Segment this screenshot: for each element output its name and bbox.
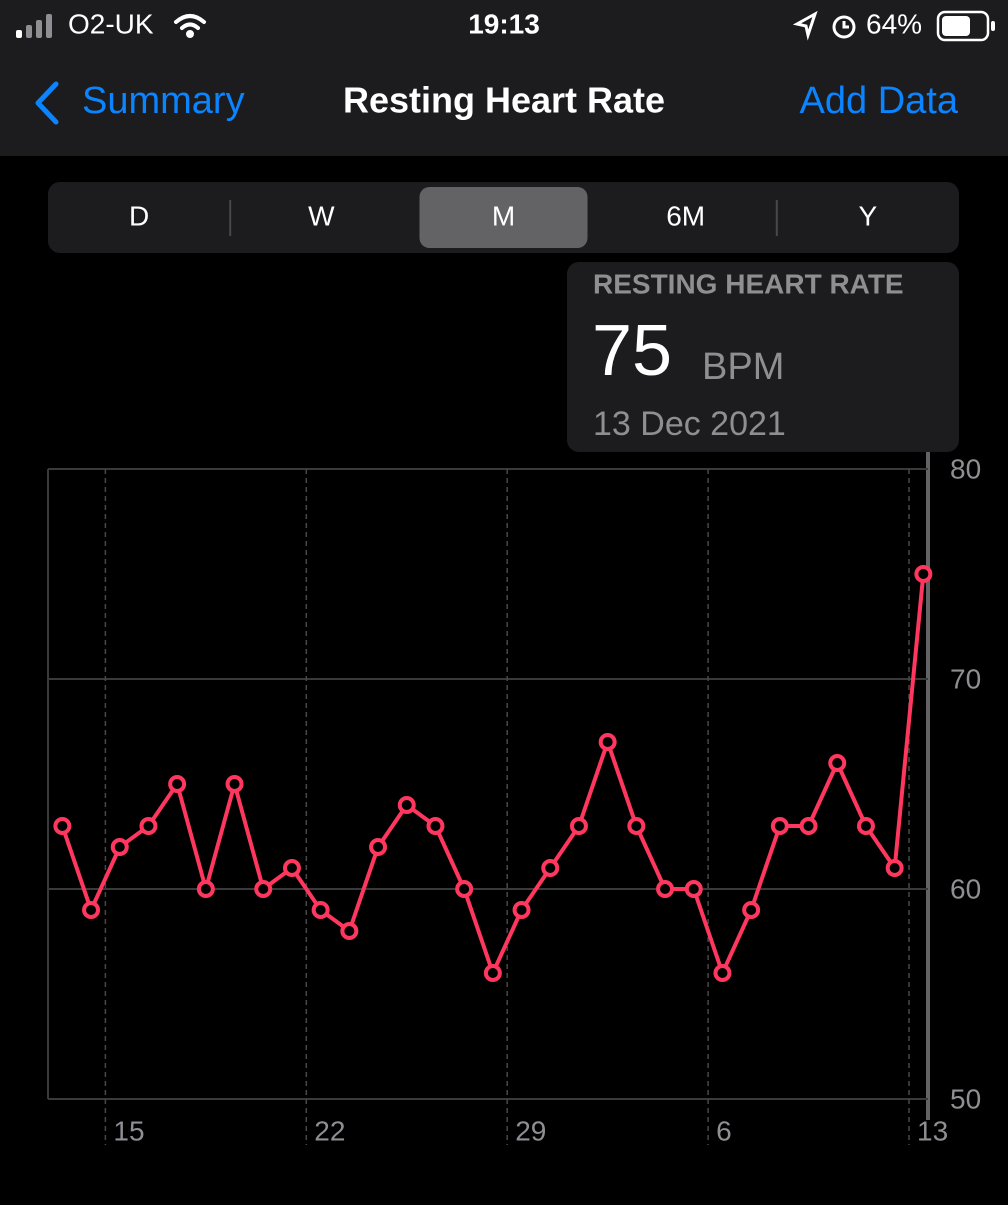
data-point xyxy=(340,922,359,940)
data-point xyxy=(82,901,101,919)
data-point xyxy=(799,817,818,835)
battery-icon xyxy=(936,10,995,42)
data-point xyxy=(483,964,502,982)
data-point xyxy=(53,817,72,835)
tooltip-label: RESTING HEART RATE xyxy=(593,268,904,299)
data-point xyxy=(569,817,588,835)
data-point xyxy=(426,817,445,835)
data-point xyxy=(397,796,416,814)
data-point xyxy=(369,838,388,856)
signal-icon xyxy=(16,14,52,38)
tooltip-unit: BPM xyxy=(702,346,784,388)
segment[interactable]: D xyxy=(129,200,149,231)
data-point xyxy=(311,901,330,919)
x-tick-label: 22 xyxy=(314,1115,345,1146)
tooltip-value: 75 xyxy=(592,311,672,391)
header-bg xyxy=(0,0,1008,156)
data-point xyxy=(254,880,273,898)
x-tick-label: 29 xyxy=(515,1115,546,1146)
back-chevron[interactable] xyxy=(35,81,59,125)
data-point xyxy=(512,901,531,919)
x-tick-label: 13 xyxy=(917,1115,948,1146)
location-icon xyxy=(792,10,818,41)
tooltip-date: 13 Dec 2021 xyxy=(593,405,786,443)
data-point xyxy=(742,901,761,919)
segment[interactable]: Y xyxy=(859,200,878,231)
y-tick-label: 60 xyxy=(950,873,981,904)
x-tick-label: 15 xyxy=(113,1115,144,1146)
data-point xyxy=(627,817,646,835)
alarm-icon xyxy=(832,15,856,39)
data-point xyxy=(684,880,703,898)
battery-text: 64% xyxy=(866,8,922,39)
carrier: O2-UK xyxy=(68,8,154,39)
data-point xyxy=(828,754,847,772)
data-point xyxy=(139,817,158,835)
y-tick-label: 80 xyxy=(950,453,981,484)
wifi-icon xyxy=(174,14,206,38)
nav-title: Resting Heart Rate xyxy=(343,80,665,121)
data-point xyxy=(541,859,560,877)
x-tick-label: 6 xyxy=(716,1115,732,1146)
segment[interactable]: M xyxy=(492,200,515,231)
y-tick-label: 50 xyxy=(950,1083,981,1114)
data-point xyxy=(914,565,933,583)
tooltip xyxy=(567,262,959,452)
data-point xyxy=(885,859,904,877)
data-point xyxy=(770,817,789,835)
add-data-button[interactable]: Add Data xyxy=(800,80,959,122)
clock: 19:13 xyxy=(468,8,540,39)
series-line xyxy=(60,573,926,975)
data-point xyxy=(598,733,617,751)
segment[interactable]: W xyxy=(308,200,335,231)
data-point xyxy=(110,838,129,856)
data-point xyxy=(196,880,215,898)
data-point xyxy=(856,817,875,835)
data-point xyxy=(713,964,732,982)
data-point xyxy=(225,775,244,793)
y-tick-label: 70 xyxy=(950,663,981,694)
data-point xyxy=(656,880,675,898)
segment-selected xyxy=(419,187,588,248)
data-point xyxy=(455,880,474,898)
data-point xyxy=(168,775,187,793)
segment[interactable]: 6M xyxy=(666,200,705,231)
back-button[interactable]: Summary xyxy=(82,80,245,122)
data-point xyxy=(282,859,301,877)
